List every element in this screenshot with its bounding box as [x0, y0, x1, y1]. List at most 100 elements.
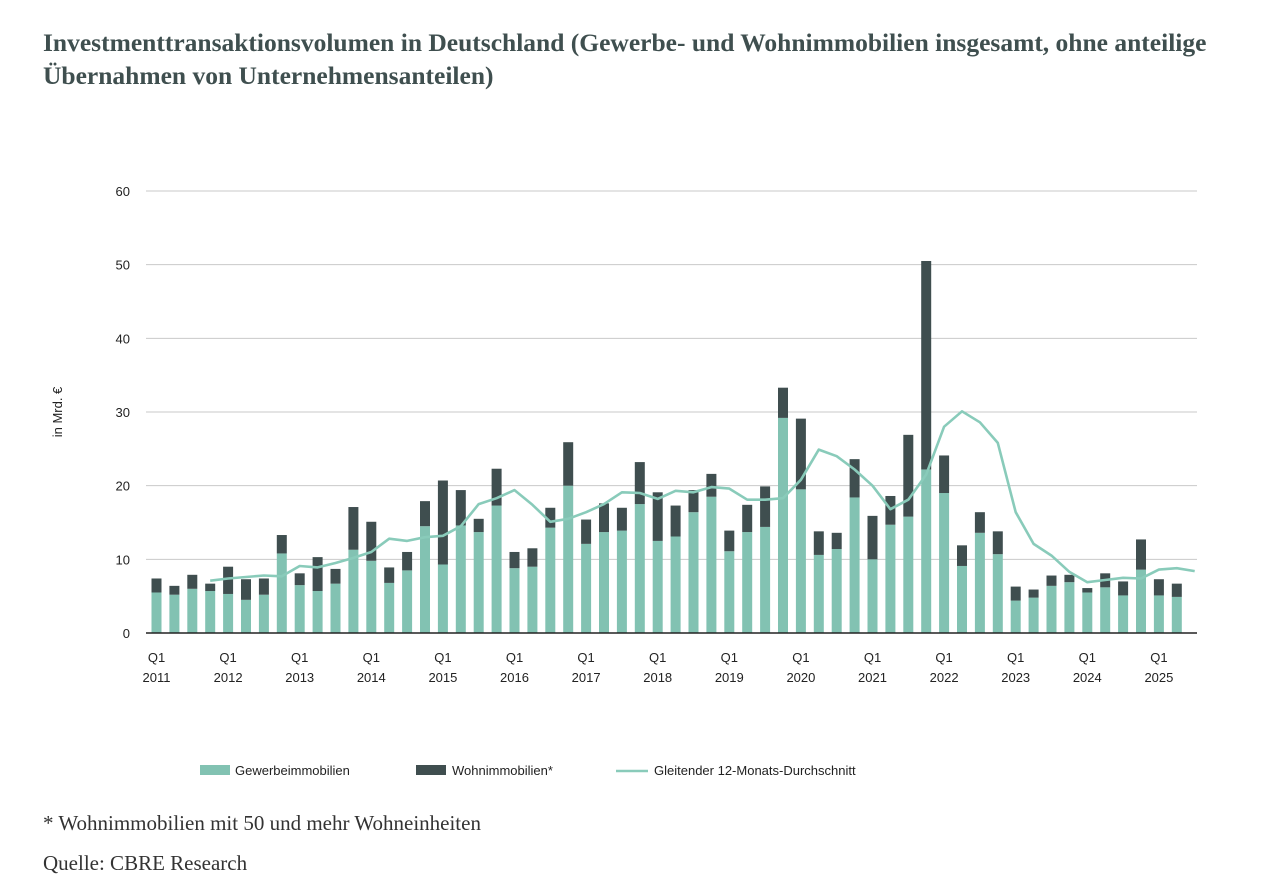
bar-wohn [849, 459, 860, 498]
legend: Gewerbeimmobilien Wohnimmobilien* Gleitend… [200, 763, 856, 778]
bar-gewerbe [366, 560, 377, 633]
bar-wohn [223, 566, 234, 594]
bar-gewerbe [330, 583, 341, 633]
x-tick-year: 2015 [428, 670, 457, 685]
bar-gewerbe [348, 549, 359, 633]
bar-wohn [473, 518, 484, 533]
bar-gewerbe [169, 594, 180, 633]
moving-average-line [210, 410, 1195, 584]
bar-wohn [867, 515, 878, 560]
bar-gewerbe [599, 532, 609, 633]
bar-gewerbe [831, 549, 842, 633]
bar-wohn [1136, 539, 1146, 570]
bar-wohn [1082, 588, 1093, 593]
bar-wohn [599, 503, 609, 533]
bar-gewerbe [205, 591, 216, 633]
bar-gewerbe [151, 592, 162, 633]
bar-wohn [527, 548, 538, 567]
x-tick-quarter: Q1 [506, 650, 523, 665]
x-tick-quarter: Q1 [792, 650, 809, 665]
bar-gewerbe [634, 504, 645, 633]
bar-wohn [294, 573, 305, 586]
bar-gewerbe [509, 568, 520, 633]
x-tick-year: 2020 [786, 670, 815, 685]
bar-gewerbe [455, 525, 466, 633]
legend-label-line: Gleitender 12-Monats-Durchschnitt [654, 763, 856, 778]
bar-wohn [1010, 586, 1021, 601]
bar-wohn [939, 455, 950, 494]
bar-wohn [455, 490, 466, 526]
y-axis-ticks: 0 10 20 30 40 50 60 [116, 184, 130, 641]
bar-wohn [795, 418, 806, 490]
bar-gewerbe [903, 516, 914, 633]
bar-wohn [1064, 574, 1075, 583]
x-tick-quarter: Q1 [219, 650, 236, 665]
y-tick-label: 0 [123, 626, 130, 641]
x-tick-quarter: Q1 [864, 650, 881, 665]
bar-gewerbe [527, 566, 538, 633]
bar-gewerbe [724, 551, 735, 633]
bar-gewerbe [1136, 569, 1146, 633]
x-tick-year: 2023 [1001, 670, 1030, 685]
bar-wohn [706, 473, 717, 497]
bar-gewerbe [1082, 592, 1093, 633]
bar-wohn [330, 568, 341, 584]
x-tick-quarter: Q1 [577, 650, 594, 665]
x-tick-year: 2012 [214, 670, 243, 685]
x-tick-quarter: Q1 [1079, 650, 1096, 665]
moving-average-line-group [210, 410, 1195, 584]
bar-gewerbe [688, 512, 699, 633]
x-tick-quarter: Q1 [721, 650, 738, 665]
y-tick-label: 60 [116, 184, 130, 199]
bar-wohn [1046, 575, 1057, 586]
bar-wohn [402, 551, 413, 571]
x-axis-ticks: Q1 2011 Q1 2012 Q1 2013 Q1 2014 Q1 2015 Q1 2016 Q1 20… [143, 650, 1174, 685]
legend-swatch-gewerbe [200, 765, 230, 775]
bar-wohn [187, 574, 198, 589]
x-tick-year: 2025 [1144, 670, 1173, 685]
x-tick-year: 2021 [858, 670, 887, 685]
bar-wohn [903, 434, 914, 517]
bar-wohn [670, 505, 681, 537]
y-tick-label: 10 [116, 552, 130, 567]
bar-wohn [831, 532, 842, 550]
grid-lines [146, 190, 1197, 560]
x-tick-year: 2016 [500, 670, 529, 685]
y-axis-label: in Mrd. € [50, 386, 65, 437]
bar-wohn [1153, 579, 1164, 596]
bar-gewerbe [294, 585, 305, 633]
bar-wohn [348, 507, 359, 550]
bar-wohn [384, 567, 395, 583]
bar-wohn [420, 501, 430, 527]
bar-gewerbe [1153, 595, 1164, 633]
bar-gewerbe [1064, 582, 1075, 633]
bar-wohn [634, 462, 645, 505]
bar-gewerbe [957, 565, 967, 633]
bar-wohn [1171, 583, 1182, 597]
x-tick-quarter: Q1 [1150, 650, 1167, 665]
bar-wohn [169, 585, 180, 595]
bar-gewerbe [742, 532, 753, 633]
bar-gewerbe [939, 493, 950, 633]
legend-label-wohn: Wohnimmobilien* [452, 763, 553, 778]
x-tick-year: 2018 [643, 670, 672, 685]
bar-gewerbe [1046, 585, 1057, 633]
y-tick-label: 20 [116, 479, 130, 494]
bar-wohn [1118, 581, 1129, 596]
bar-gewerbe [402, 570, 413, 633]
bar-gewerbe [652, 540, 663, 633]
bar-gewerbe [1028, 597, 1039, 633]
bar-wohn [742, 504, 753, 533]
bar-wohn [545, 507, 556, 528]
x-tick-year: 2019 [715, 670, 744, 685]
bar-wohn [437, 480, 448, 565]
bar-gewerbe [312, 591, 323, 633]
y-tick-label: 40 [116, 331, 130, 346]
bar-gewerbe [1100, 587, 1111, 633]
x-tick-quarter: Q1 [291, 650, 308, 665]
bar-gewerbe [581, 543, 592, 633]
bar-wohn [957, 545, 967, 566]
bar-wohn [1028, 589, 1039, 598]
y-tick-label: 30 [116, 405, 130, 420]
